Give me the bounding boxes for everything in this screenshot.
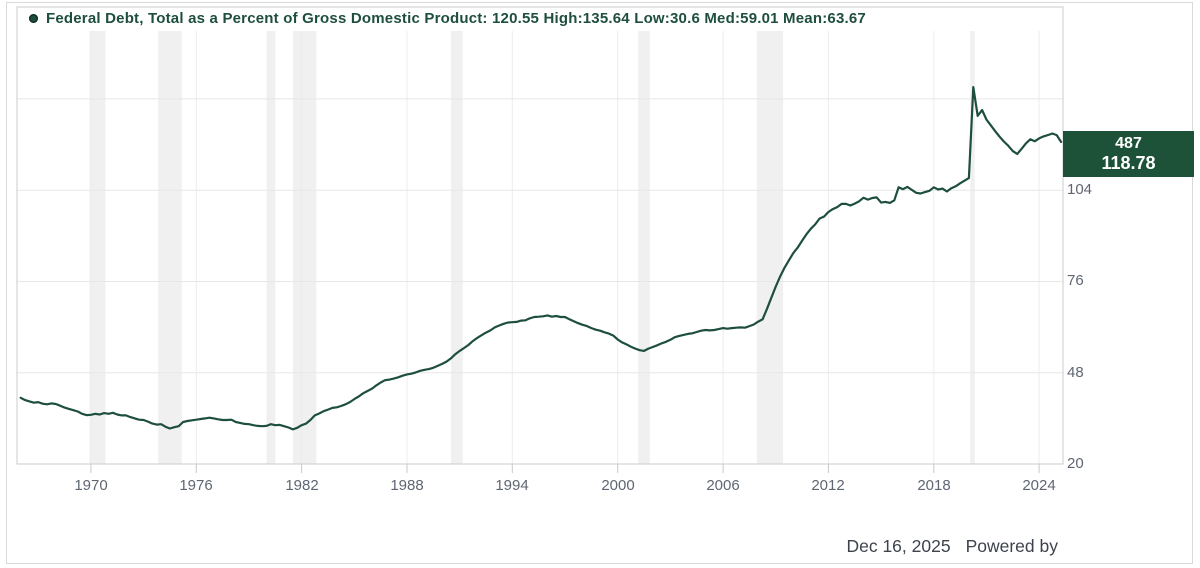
chart-card [6, 2, 1193, 564]
x-axis-label: 1982 [285, 477, 319, 494]
x-axis-label: 2018 [917, 477, 951, 494]
debt-gdp-series-line [19, 85, 1063, 431]
powered-by-link[interactable]: Powered by [965, 536, 1058, 556]
x-axis-label: 1994 [495, 477, 529, 494]
recession-band [158, 31, 182, 464]
recession-band [756, 31, 784, 464]
y-axis-label: 48 [1067, 364, 1084, 381]
footer: Dec 16, 2025 Powered by [846, 536, 1058, 557]
recession-band [970, 31, 975, 464]
footer-date: Dec 16, 2025 [846, 536, 951, 556]
y-axis-label: 20 [1067, 455, 1084, 472]
x-axis-label: 2006 [706, 477, 740, 494]
recession-band [266, 31, 276, 464]
y-axis-label: 104 [1067, 181, 1093, 198]
recession-band [89, 31, 106, 464]
badge-count: 487 [1115, 134, 1142, 152]
recession-band [292, 31, 317, 464]
debt-gdp-line-chart[interactable] [0, 0, 1200, 520]
x-axis-label: 1976 [179, 477, 213, 494]
legend-label: Federal Debt, Total as a Percent of Gros… [46, 10, 866, 27]
badge-value: 118.78 [1101, 152, 1156, 173]
x-axis-label: 2024 [1022, 477, 1056, 494]
x-axis-label: 2012 [811, 477, 845, 494]
legend-item[interactable]: Federal Debt, Total as a Percent of Gros… [29, 10, 866, 27]
y-axis-label: 76 [1067, 272, 1084, 289]
x-axis-label: 2000 [601, 477, 635, 494]
last-value-badge: 487 118.78 [1063, 131, 1194, 177]
recession-band [450, 31, 463, 464]
plot-border [16, 6, 1064, 465]
series-marker-icon [29, 14, 38, 23]
recession-band [638, 31, 650, 464]
x-axis-label: 1970 [74, 477, 108, 494]
x-axis-label: 1988 [390, 477, 424, 494]
